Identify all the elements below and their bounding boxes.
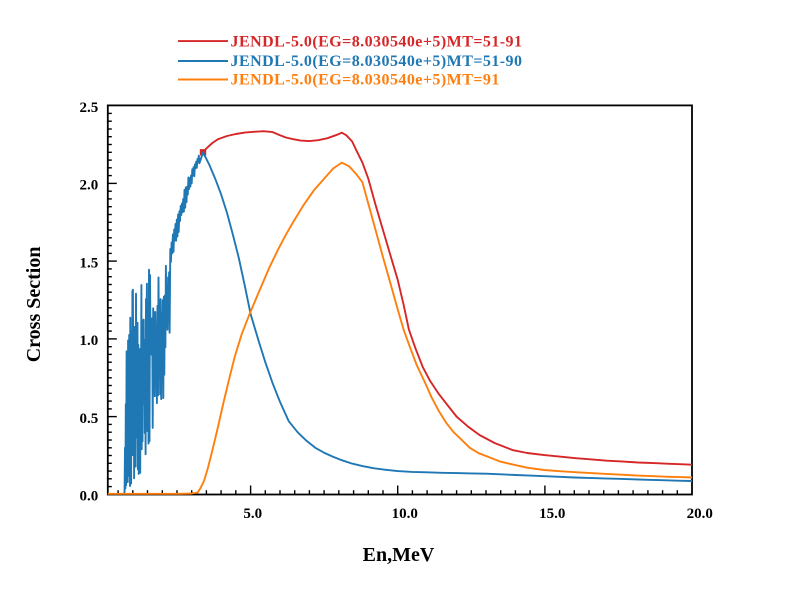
svg-text:JENDL-5.0(EG=8.030540e+5)MT=91: JENDL-5.0(EG=8.030540e+5)MT=91 bbox=[231, 72, 500, 89]
svg-text:En,MeV: En,MeV bbox=[363, 544, 435, 566]
svg-text:15.0: 15.0 bbox=[539, 506, 565, 522]
svg-text:1.0: 1.0 bbox=[79, 333, 98, 349]
svg-text:0.0: 0.0 bbox=[79, 489, 98, 505]
svg-text:2.0: 2.0 bbox=[79, 178, 98, 194]
svg-text:Cross Section: Cross Section bbox=[23, 247, 45, 363]
svg-text:0.5: 0.5 bbox=[79, 411, 98, 427]
svg-text:1.5: 1.5 bbox=[79, 255, 98, 271]
svg-text:10.0: 10.0 bbox=[392, 506, 418, 522]
svg-text:JENDL-5.0(EG=8.030540e+5)MT=51: JENDL-5.0(EG=8.030540e+5)MT=51-90 bbox=[231, 53, 523, 70]
svg-text:5.0: 5.0 bbox=[243, 506, 262, 522]
svg-text:JENDL-5.0(EG=8.030540e+5)MT=51: JENDL-5.0(EG=8.030540e+5)MT=51-91 bbox=[231, 33, 523, 50]
svg-text:20.0: 20.0 bbox=[687, 506, 713, 522]
svg-text:2.5: 2.5 bbox=[79, 100, 98, 116]
